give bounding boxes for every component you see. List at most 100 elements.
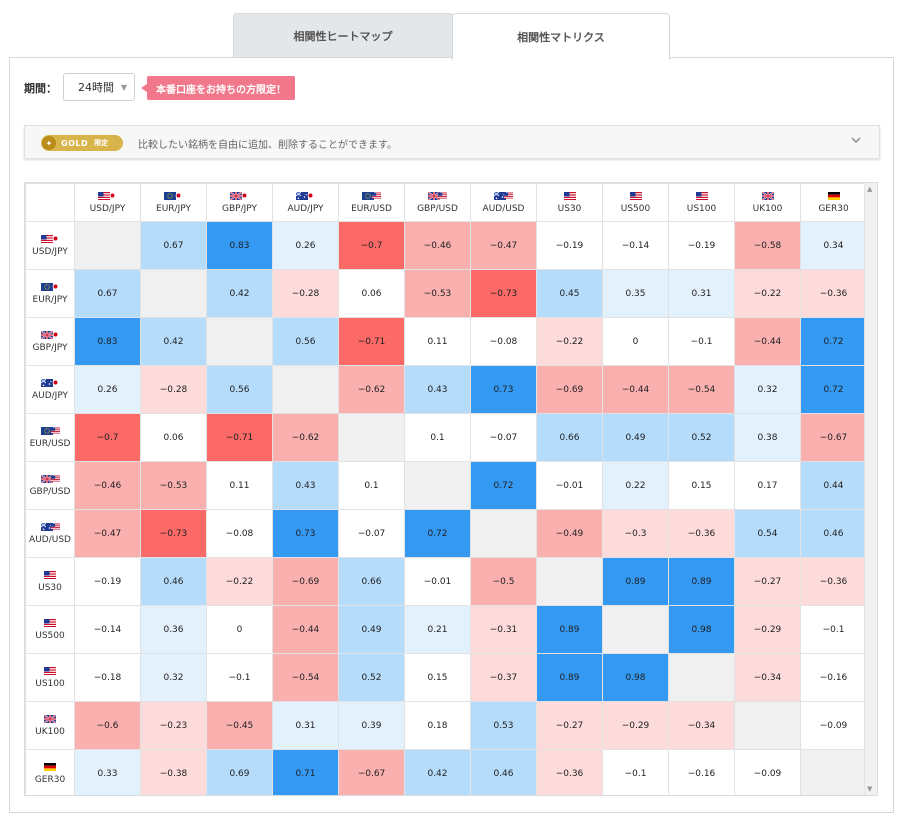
period-select[interactable]: 24時間 ▼: [63, 73, 135, 101]
us-flag-icon: [50, 427, 60, 434]
correlation-cell: 0.33: [74, 749, 141, 795]
correlation-cell: −0.73: [470, 269, 537, 318]
correlation-cell: −0.19: [668, 221, 735, 270]
diagonal-cell: [74, 221, 141, 270]
scroll-down-icon[interactable]: ▼: [867, 785, 873, 793]
coin-icon: ✦: [42, 136, 56, 150]
correlation-cell: −0.27: [536, 701, 603, 750]
period-value: 24時間: [78, 81, 114, 94]
table-corner: [25, 183, 75, 222]
jp-flag-icon: [52, 235, 58, 242]
live-account-badge: 本番口座をお持ちの方限定！: [147, 76, 295, 100]
us-flag-icon: [44, 667, 56, 675]
correlation-cell: −0.62: [338, 365, 405, 414]
chevron-down-icon[interactable]: [851, 135, 861, 145]
correlation-cell: −0.28: [140, 365, 207, 414]
correlation-cell: −0.31: [470, 605, 537, 654]
correlation-cell: −0.09: [800, 701, 867, 750]
correlation-cell: 0.49: [338, 605, 405, 654]
column-header-us30: US30: [536, 183, 603, 222]
diagonal-cell: [668, 653, 735, 702]
column-header-eur-jpy: EUR/JPY: [140, 183, 207, 222]
correlation-cell: 0.89: [602, 557, 669, 606]
row-label: GBP/JPY: [32, 342, 68, 353]
correlation-cell: 0.72: [800, 365, 867, 414]
correlation-cell: 0.42: [206, 269, 273, 318]
us-flag-icon: [372, 192, 381, 199]
gb-flag-icon: [230, 192, 242, 201]
us-flag-icon: [629, 192, 642, 200]
correlation-cell: −0.09: [734, 749, 801, 795]
correlation-cell: 0.49: [602, 413, 669, 462]
table-row: US30 −0.19 0.46 −0.22 −0.69 0.66 −0.01 −0.5 0.89…: [25, 557, 867, 606]
correlation-cell: 0.83: [206, 221, 273, 270]
correlation-cell: 0.1: [404, 413, 471, 462]
correlation-cell: 0.11: [404, 317, 471, 366]
de-flag-icon: [827, 192, 840, 200]
correlation-cell: −0.37: [470, 653, 537, 702]
period-label: 期間：: [24, 82, 57, 95]
scroll-up-icon[interactable]: ▲: [867, 185, 873, 193]
us-flag-icon: [695, 192, 708, 200]
table-row: UK100 −0.6 −0.23 −0.45 0.31 0.39 0.18 0.53 −0.27…: [25, 701, 867, 750]
correlation-cell: 0.32: [734, 365, 801, 414]
correlation-cell: 0.42: [140, 317, 207, 366]
correlation-cell: −0.16: [800, 653, 867, 702]
row-label: EUR/JPY: [32, 294, 68, 305]
correlation-cell: −0.22: [206, 557, 273, 606]
correlation-cell: 0: [206, 605, 273, 654]
table-row: GBP/USD −0.46 −0.53 0.11 0.43 0.1 0.72 −0.01 0.2…: [25, 461, 867, 510]
column-header-eur-usd: EUR/USD: [338, 183, 405, 222]
matrix-panel: 期間： 24時間 ▼ 本番口座をお持ちの方限定！ ✦ GOLD 限定 比較したい…: [9, 57, 894, 813]
correlation-cell: −0.54: [668, 365, 735, 414]
correlation-cell: 0.56: [206, 365, 273, 414]
diagonal-cell: [272, 365, 339, 414]
gold-feature-bar[interactable]: ✦ GOLD 限定 比較したい銘柄を自由に追加、削除することができます。: [24, 125, 880, 159]
column-header-aud-jpy: AUD/JPY: [272, 183, 339, 222]
correlation-cell: −0.36: [800, 557, 867, 606]
table-row: GBP/JPY 0.83 0.42 0.56 −0.71 0.11 −0.08 −0.22 0−…: [25, 317, 867, 366]
column-label: US500: [620, 203, 651, 214]
row-label: GER30: [34, 774, 66, 785]
row-header-us100: US100: [25, 653, 75, 702]
correlation-cell: 0.38: [734, 413, 801, 462]
correlation-cell: 0.44: [800, 461, 867, 510]
au-flag-icon: [40, 523, 53, 532]
correlation-cell: 0.31: [668, 269, 735, 318]
column-label: USD/JPY: [89, 203, 126, 214]
correlation-cell: −0.7: [338, 221, 405, 270]
column-header-ger30: GER30: [800, 183, 867, 222]
row-header-aud-usd: AUD/USD: [25, 509, 75, 558]
row-label: EUR/USD: [29, 438, 71, 449]
correlation-cell: 0.71: [272, 749, 339, 795]
vertical-scrollbar[interactable]: ▲ ▼: [864, 183, 877, 795]
correlation-cell: 0.89: [536, 653, 603, 702]
correlation-cell: 0.42: [404, 749, 471, 795]
eu-flag-icon: [362, 192, 374, 201]
row-header-ger30: GER30: [25, 749, 75, 795]
correlation-cell: 0.67: [74, 269, 141, 318]
column-header-us500: US500: [602, 183, 669, 222]
correlation-cell: 0.45: [536, 269, 603, 318]
correlation-cell: −0.08: [470, 317, 537, 366]
jp-flag-icon: [109, 192, 116, 199]
tab-correlation-heatmap[interactable]: 相関性ヒートマップ: [233, 13, 453, 58]
correlation-cell: −0.62: [272, 413, 339, 462]
tab-bar: 相関性ヒートマップ 相関性マトリクス: [233, 13, 670, 60]
gb-flag-icon: [40, 475, 53, 484]
row-label: US500: [35, 630, 65, 641]
correlation-cell: −0.38: [140, 749, 207, 795]
correlation-cell: 0.15: [668, 461, 735, 510]
correlation-cell: 0.18: [404, 701, 471, 750]
jp-flag-icon: [307, 192, 314, 199]
correlation-cell: 0.11: [206, 461, 273, 510]
correlation-cell: −0.16: [668, 749, 735, 795]
correlation-cell: −0.69: [272, 557, 339, 606]
correlation-cell: 0.53: [470, 701, 537, 750]
gb-flag-icon: [761, 192, 774, 200]
tab-correlation-matrix[interactable]: 相関性マトリクス: [452, 13, 670, 60]
jp-flag-icon: [52, 379, 58, 386]
correlation-cell: −0.27: [734, 557, 801, 606]
correlation-cell: 0.69: [206, 749, 273, 795]
jp-flag-icon: [175, 192, 182, 199]
